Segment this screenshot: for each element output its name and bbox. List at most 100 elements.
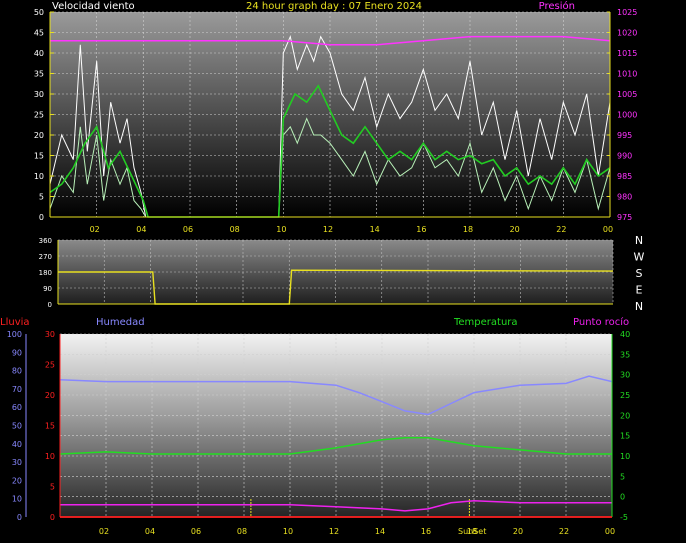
compass-label: N: [635, 234, 643, 247]
climate-x-tick-label: 04: [145, 527, 155, 536]
pressure-y-tick-label: 990: [617, 152, 632, 161]
climate-x-tick-label: 08: [237, 527, 247, 536]
wind-x-tick-label: 02: [90, 225, 100, 234]
wind-y-tick-label: 15: [34, 152, 44, 161]
pressure-y-tick-label: 1000: [617, 111, 637, 120]
temp-y-tick-label: 40: [620, 330, 630, 339]
rain-y-tick-label: 5: [50, 483, 55, 492]
humidity-y-tick-label: 40: [12, 440, 22, 449]
rain-y-tick-label: 25: [45, 361, 55, 370]
rain-y-tick-label: 0: [50, 513, 55, 522]
humidity-y-tick-label: 0: [17, 513, 22, 522]
wind-x-tick-label: 12: [323, 225, 333, 234]
rain-y-tick-label: 30: [45, 330, 55, 339]
wind-x-tick-label: 18: [463, 225, 473, 234]
temp-y-tick-label: 0: [620, 493, 625, 502]
rain-y-tick-label: 10: [45, 452, 55, 461]
humidity-line: [59, 375, 613, 416]
wind-y-tick-label: 10: [34, 172, 44, 181]
wind-label: Velocidad viento: [52, 1, 135, 12]
rain-y-tick-label: 20: [45, 391, 55, 400]
direction-axes: 0 90 180 270 360: [39, 237, 613, 309]
wind-y-tick-label: 50: [34, 8, 44, 17]
climate-axes: -505101520253035400102030405060708090100…: [7, 330, 630, 536]
wind-x-tick-label: 06: [183, 225, 193, 234]
pressure-y-tick-label: 1020: [617, 29, 637, 38]
humidity-y-tick-label: 60: [12, 403, 22, 412]
wind-axes: 0510152025303540455097598098599099510001…: [34, 8, 638, 234]
climate-x-tick-label: 22: [559, 527, 569, 536]
humidity-y-tick-label: 90: [12, 348, 22, 357]
chart-title: 24 hour graph day : 07 Enero 2024: [246, 1, 422, 12]
humidity-y-tick-label: 80: [12, 367, 22, 376]
humidity-y-tick-label: 10: [12, 495, 22, 504]
temperature-line: [59, 436, 612, 455]
wind-y-tick-label: 20: [34, 131, 44, 140]
pressure-line: [50, 35, 611, 46]
compass-label: E: [636, 284, 643, 297]
temp-y-tick-label: 25: [620, 391, 630, 400]
pressure-y-tick-label: 1025: [617, 8, 637, 17]
climate-x-tick-label: 00: [605, 527, 615, 536]
wind-series: [49, 34, 611, 218]
temp-y-tick-label: 15: [620, 432, 630, 441]
wind-y-tick-label: 0: [39, 213, 44, 222]
climate-x-tick-label: 10: [283, 527, 293, 536]
wind-x-tick-label: 08: [230, 225, 240, 234]
humidity-y-tick-label: 100: [7, 330, 22, 339]
climate-x-tick-label: 12: [329, 527, 339, 536]
rain-y-tick-label: 15: [45, 422, 55, 431]
temp-y-tick-label: 20: [620, 411, 630, 420]
wind-average-line: [49, 84, 611, 218]
pressure-y-tick-label: 1010: [617, 70, 637, 79]
pressure-y-tick-label: 980: [617, 193, 632, 202]
pressure-y-tick-label: 1015: [617, 49, 637, 58]
wind-x-tick-label: 04: [136, 225, 146, 234]
climate-x-tick-label: 16: [421, 527, 431, 536]
wind-x-tick-label: 14: [370, 225, 380, 234]
wind-y-tick-label: 30: [34, 90, 44, 99]
direction-y-tick-label: 90: [43, 285, 52, 293]
wind-speed-line: [49, 117, 611, 218]
dewpoint-label: Punto rocío: [573, 316, 629, 328]
dewpoint-line: [60, 499, 612, 512]
direction-y-tick-label: 0: [48, 301, 52, 309]
temperature-label: Temperatura: [453, 317, 518, 328]
wind-gust-line: [49, 34, 611, 218]
wind-y-tick-label: 45: [34, 29, 44, 38]
temp-y-tick-label: -5: [620, 513, 628, 522]
temp-y-tick-label: 30: [620, 371, 630, 380]
climate-x-tick-label: 18: [467, 527, 477, 536]
compass-label: S: [636, 267, 643, 280]
humidity-y-tick-label: 30: [12, 458, 22, 467]
temp-y-tick-label: 5: [620, 472, 625, 481]
direction-y-tick-label: 270: [39, 253, 52, 261]
wind-y-tick-label: 25: [34, 111, 44, 120]
climate-x-tick-label: 02: [99, 527, 109, 536]
pressure-y-tick-label: 1005: [617, 90, 637, 99]
direction-y-tick-label: 180: [39, 269, 52, 277]
rain-label: Lluvia: [0, 317, 30, 328]
wind-x-tick-label: 00: [603, 225, 613, 234]
direction-y-tick-label: 360: [39, 237, 52, 245]
climate-x-tick-label: 06: [191, 527, 201, 536]
wind-x-tick-label: 16: [416, 225, 426, 234]
wind-x-tick-label: 22: [556, 225, 566, 234]
sunset-label: SunSet: [458, 527, 486, 536]
wind-x-tick-label: 20: [510, 225, 520, 234]
pressure-y-tick-label: 975: [617, 213, 632, 222]
pressure-y-tick-label: 995: [617, 131, 632, 140]
climate-plot-area: [60, 334, 612, 517]
climate-x-tick-label: 14: [375, 527, 385, 536]
temp-y-tick-label: 10: [620, 452, 630, 461]
wind-y-tick-label: 35: [34, 70, 44, 79]
wind-x-tick-label: 10: [276, 225, 286, 234]
wind-y-tick-label: 5: [39, 193, 44, 202]
wind-y-tick-label: 40: [34, 49, 44, 58]
humidity-y-tick-label: 70: [12, 385, 22, 394]
humidity-label: Humedad: [96, 317, 145, 328]
humidity-y-tick-label: 50: [12, 422, 22, 431]
temp-y-tick-label: 35: [620, 350, 630, 359]
